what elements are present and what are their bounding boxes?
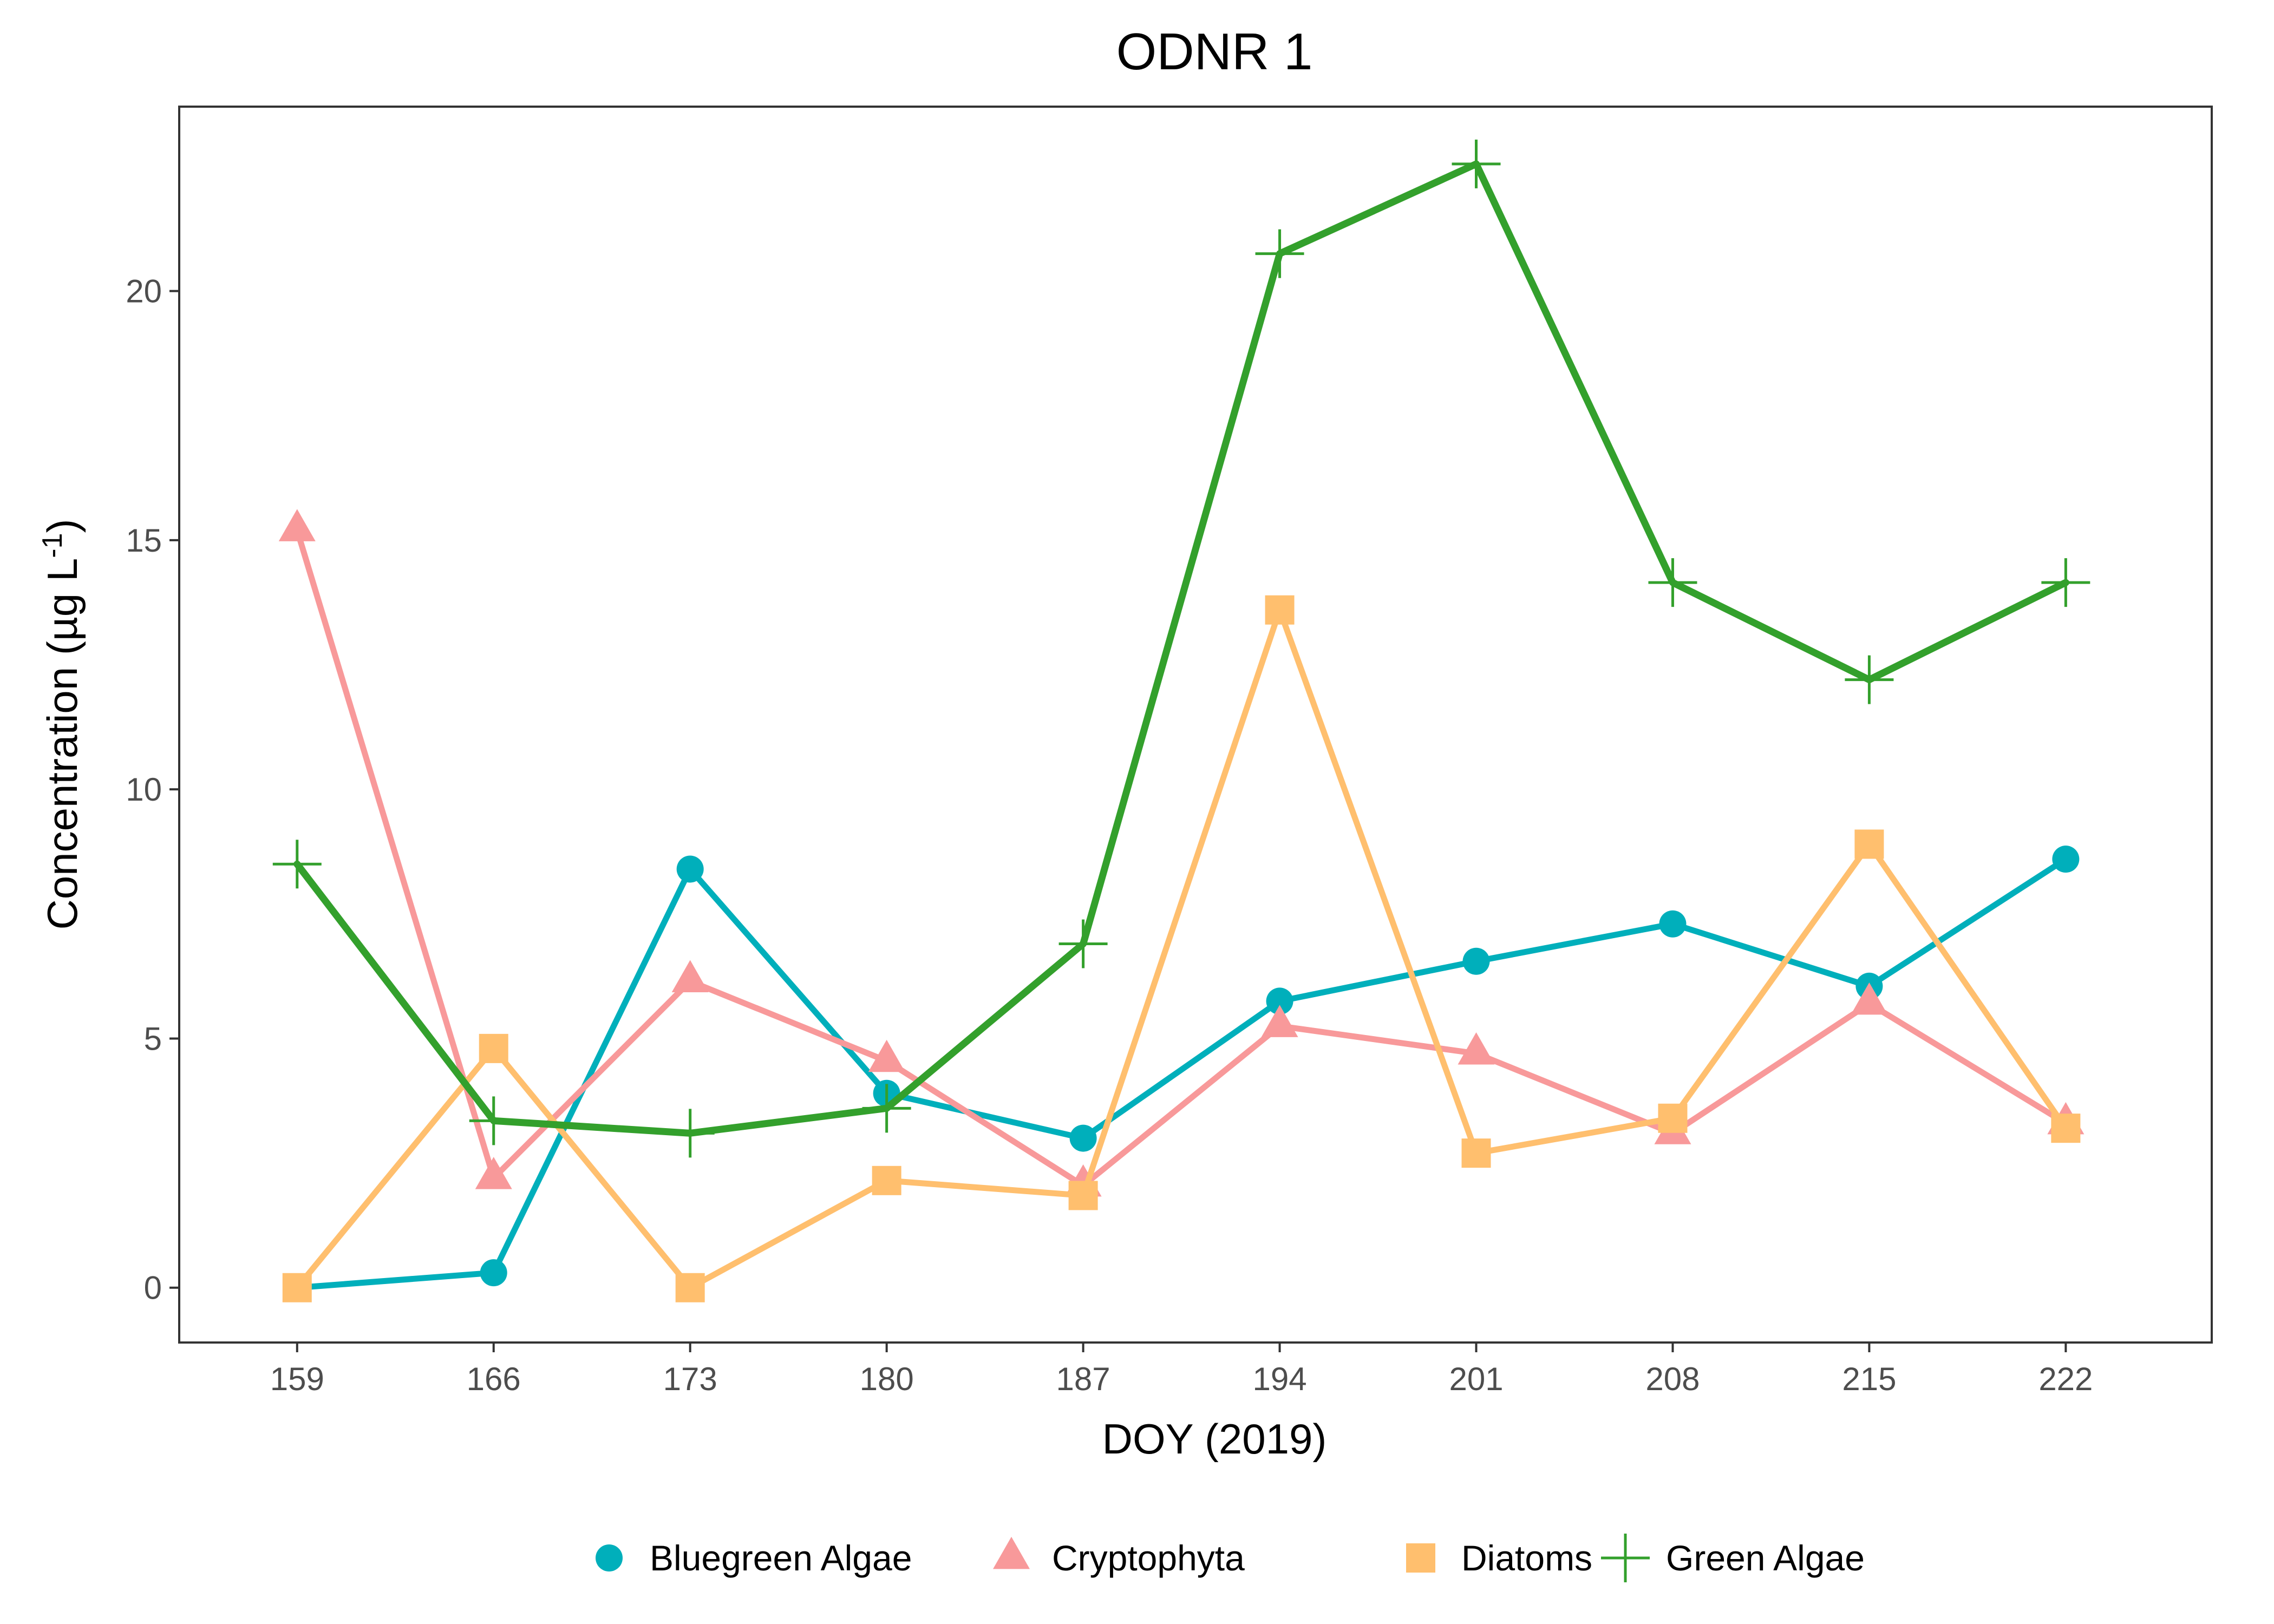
data-point-green-algae <box>272 840 322 889</box>
data-point-green-algae <box>1058 919 1108 968</box>
series-diatoms <box>282 595 2081 1302</box>
data-point-cryptophyta <box>671 960 709 992</box>
y-axis-title-close: ) <box>38 519 86 533</box>
x-tick-label: 187 <box>1056 1361 1110 1397</box>
data-point-cryptophyta <box>868 1039 905 1072</box>
x-tick-label: 180 <box>860 1361 914 1397</box>
series-green-algae <box>272 139 2090 1158</box>
data-point-green-algae <box>1648 558 1697 607</box>
series-line-diatoms <box>294 607 2069 1291</box>
legend-item-green-algae: Green Algae <box>1601 1534 1865 1582</box>
x-tick-label: 215 <box>1842 1361 1896 1397</box>
legend-item-cryptophyta: Cryptophyta <box>993 1536 1245 1578</box>
data-point-diatoms <box>1658 1103 1688 1133</box>
legend-key-cryptophyta <box>993 1536 1030 1569</box>
legend-label-cryptophyta: Cryptophyta <box>1052 1538 1245 1578</box>
series-line-green-algae <box>293 160 2069 1137</box>
data-point-diatoms <box>479 1033 508 1063</box>
series-line-bluegreen-algae <box>294 856 2069 1291</box>
data-point-cryptophyta <box>475 1157 512 1189</box>
data-point-diatoms <box>2051 1114 2081 1143</box>
data-point-bluegreen-algae <box>676 855 704 883</box>
x-tick-label: 173 <box>663 1361 717 1397</box>
y-axis-title: Concentration (µg L-1) <box>37 519 86 930</box>
data-point-bluegreen-algae <box>1266 987 1293 1015</box>
data-point-cryptophyta <box>1261 1005 1298 1037</box>
data-point-bluegreen-algae <box>1659 910 1687 938</box>
y-tick-label: 10 <box>126 771 162 808</box>
y-axis: 0 5 10 15 20 <box>126 273 179 1306</box>
y-tick-label: 5 <box>144 1020 162 1057</box>
data-point-diatoms <box>675 1273 705 1302</box>
x-axis-title: DOY (2019) <box>1102 1415 1327 1463</box>
x-axis: 159 166 173 180 187 194 201 208 215 222 <box>270 1343 2093 1397</box>
data-point-cryptophyta <box>1458 1032 1495 1065</box>
data-point-green-algae <box>665 1109 715 1158</box>
data-point-diatoms <box>1068 1181 1098 1210</box>
data-point-green-algae <box>1452 139 1501 188</box>
data-point-green-algae <box>469 1096 518 1145</box>
y-axis-title-superscript: -1 <box>37 533 68 558</box>
legend-key-diatoms <box>1406 1543 1435 1573</box>
data-point-diatoms <box>1461 1138 1491 1168</box>
legend-label-bluegreen-algae: Bluegreen Algae <box>650 1538 912 1578</box>
x-tick-label: 222 <box>2038 1361 2093 1397</box>
data-point-green-algae <box>2041 558 2090 607</box>
data-point-bluegreen-algae <box>1069 1124 1097 1152</box>
data-point-diatoms <box>872 1165 901 1195</box>
data-point-green-algae <box>1845 655 1894 704</box>
data-point-cryptophyta <box>1851 982 1888 1015</box>
data-point-bluegreen-algae <box>1462 947 1490 975</box>
legend-label-diatoms: Diatoms <box>1461 1538 1592 1578</box>
data-point-diatoms <box>1854 829 1884 859</box>
data-point-bluegreen-algae <box>2052 846 2080 873</box>
legend-item-diatoms: Diatoms <box>1406 1538 1592 1578</box>
data-point-diatoms <box>282 1273 312 1302</box>
y-tick-label: 15 <box>126 522 162 559</box>
y-tick-label: 20 <box>126 273 162 310</box>
x-tick-label: 201 <box>1449 1361 1503 1397</box>
data-point-green-algae <box>1255 229 1304 278</box>
series-layer <box>272 139 2090 1302</box>
legend-key-bluegreen-algae <box>596 1544 623 1571</box>
y-tick-label: 0 <box>144 1270 162 1306</box>
x-tick-label: 166 <box>467 1361 521 1397</box>
data-point-bluegreen-algae <box>480 1259 507 1287</box>
x-tick-label: 159 <box>270 1361 324 1397</box>
legend: Bluegreen Algae Cryptophyta Diatoms Green A… <box>596 1534 1865 1582</box>
chart-title: ODNR 1 <box>1116 23 1313 81</box>
x-tick-label: 208 <box>1645 1361 1700 1397</box>
data-point-diatoms <box>1265 595 1295 625</box>
data-point-cryptophyta <box>278 509 316 541</box>
legend-key-green-algae <box>1601 1534 1650 1582</box>
y-axis-title-main: Concentration (µg L <box>38 558 86 930</box>
plot-panel <box>178 106 2213 1344</box>
legend-item-bluegreen-algae: Bluegreen Algae <box>596 1538 912 1578</box>
x-tick-label: 194 <box>1252 1361 1306 1397</box>
data-point-green-algae <box>862 1084 911 1133</box>
series-line-cryptophyta <box>294 527 2069 1189</box>
legend-label-green-algae: Green Algae <box>1666 1538 1865 1578</box>
